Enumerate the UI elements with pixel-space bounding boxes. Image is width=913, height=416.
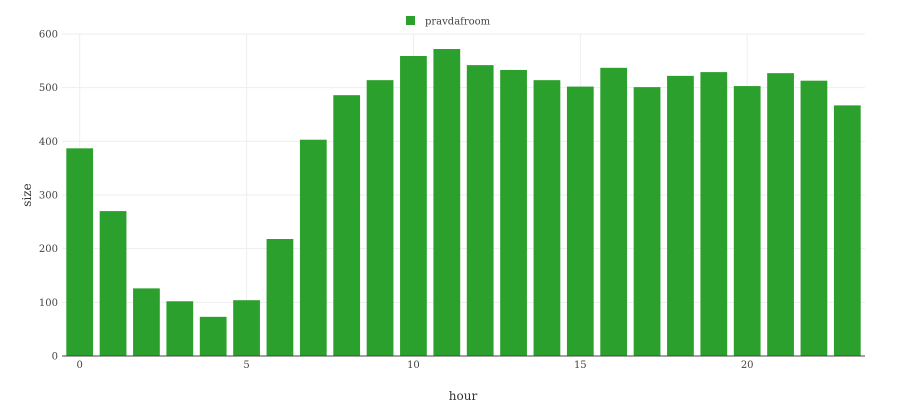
bar-hour-1[interactable] bbox=[99, 211, 127, 356]
y-tick-label: 300 bbox=[39, 191, 58, 202]
y-tick-label: 0 bbox=[52, 352, 58, 363]
bar-hour-23[interactable] bbox=[833, 105, 861, 356]
bar-hour-13[interactable] bbox=[500, 69, 527, 356]
x-tick-label: 20 bbox=[741, 360, 754, 371]
bar-hour-17[interactable] bbox=[633, 87, 661, 356]
bar-hour-3[interactable] bbox=[166, 301, 194, 356]
y-tick-label: 600 bbox=[39, 30, 58, 41]
bar-hour-16[interactable] bbox=[600, 67, 628, 356]
bar-hour-20[interactable] bbox=[733, 86, 761, 356]
bar-hour-21[interactable] bbox=[767, 73, 794, 356]
axes: 0 100 200 300 400 500 600 0 5 10 15 20 bbox=[39, 30, 865, 371]
bar-hour-5[interactable] bbox=[233, 300, 260, 356]
legend-label[interactable]: pravdafroom bbox=[425, 17, 491, 28]
x-tick-label: 0 bbox=[77, 360, 83, 371]
bar-hour-8[interactable] bbox=[333, 95, 361, 357]
bar-hour-10[interactable] bbox=[400, 56, 427, 357]
legend[interactable]: pravdafroom bbox=[406, 16, 491, 28]
bar-hour-15[interactable] bbox=[566, 86, 594, 357]
bars bbox=[66, 49, 861, 357]
bar-hour-14[interactable] bbox=[533, 80, 561, 357]
y-tick-label: 500 bbox=[39, 83, 58, 94]
bar-hour-12[interactable] bbox=[466, 65, 494, 357]
y-axis-title: size bbox=[20, 183, 34, 206]
y-tick-label: 100 bbox=[39, 298, 58, 309]
bar-hour-4[interactable] bbox=[199, 316, 227, 356]
bar-hour-19[interactable] bbox=[700, 72, 728, 356]
bar-hour-6[interactable] bbox=[266, 239, 294, 356]
bar-hour-22[interactable] bbox=[800, 80, 828, 356]
y-tick-label: 200 bbox=[39, 244, 58, 255]
x-axis-title: hour bbox=[449, 389, 478, 403]
bar-hour-18[interactable] bbox=[667, 75, 694, 357]
bar-hour-7[interactable] bbox=[299, 139, 327, 356]
bar-hour-2[interactable] bbox=[133, 288, 160, 356]
y-tick-label: 400 bbox=[39, 137, 58, 148]
bar-hour-9[interactable] bbox=[366, 80, 394, 357]
bar-hour-0[interactable] bbox=[66, 148, 94, 356]
x-tick-label: 5 bbox=[243, 360, 249, 371]
legend-swatch[interactable] bbox=[406, 16, 415, 25]
bar-hour-11[interactable] bbox=[433, 49, 461, 356]
x-tick-label: 10 bbox=[407, 360, 420, 371]
x-tick-label: 15 bbox=[574, 360, 587, 371]
